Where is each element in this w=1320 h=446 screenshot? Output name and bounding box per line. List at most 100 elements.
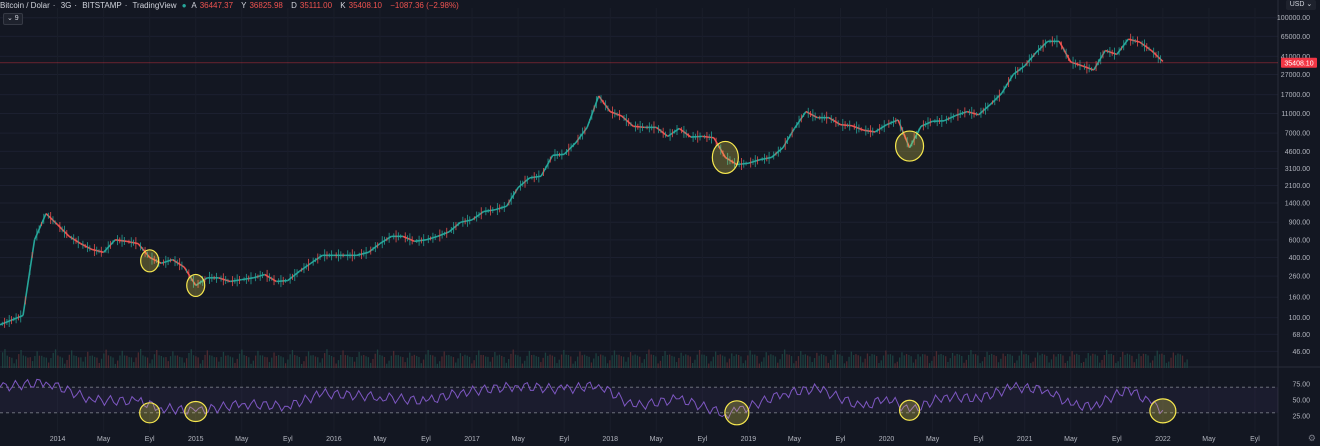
x-tick-label: Eyl [145, 436, 155, 443]
volume-bar [908, 354, 910, 368]
volume-bar [1094, 354, 1096, 368]
volume-bar [1041, 353, 1043, 368]
market-status-dot-icon: ● [181, 1, 187, 10]
volume-bar [1046, 355, 1048, 368]
volume-bar [896, 361, 898, 368]
volume-bar [830, 359, 832, 368]
volume-bar [1177, 353, 1179, 368]
last-price-label: 35408.10 [1284, 60, 1313, 67]
volume-bar [551, 355, 553, 368]
volume-bar [804, 354, 806, 368]
settings-gear-icon[interactable]: ⚙ [1307, 433, 1316, 443]
volume-bar [1030, 363, 1032, 368]
volume-bar [565, 354, 567, 368]
volume-bar [6, 355, 8, 368]
volume-bar [307, 351, 310, 368]
price-segment [633, 125, 645, 129]
volume-bar [50, 358, 52, 368]
rsi-highlight-ellipse [184, 400, 208, 423]
volume-bar [682, 355, 685, 368]
y-tick-label: 11000.00 [1281, 111, 1310, 118]
volume-bar [869, 356, 871, 368]
volume-bar [257, 350, 259, 368]
volume-bar [512, 349, 514, 368]
time-axis[interactable]: 2014 May Eyl 2015 May Eyl 2016 May Eyl 2017 May Eyl… [50, 436, 1260, 443]
currency-selector[interactable]: USD ⌄ [1286, 0, 1316, 10]
volume-bar [181, 357, 183, 368]
volume-bar [374, 353, 376, 368]
volume-bar [1161, 353, 1163, 368]
volume-bar [678, 357, 680, 368]
volume-bar [912, 362, 915, 368]
volume-bar [834, 350, 836, 368]
volume-bar [1000, 358, 1002, 368]
volume-bar [243, 355, 245, 368]
ohlc-close: K 35408.10 [340, 1, 383, 10]
volume-bar [395, 355, 397, 368]
volume-bar [1101, 359, 1103, 368]
price-segment [759, 156, 772, 161]
volume-bar [1073, 354, 1076, 368]
volume-bar [639, 356, 641, 368]
volume-bar [526, 355, 528, 368]
volume-bar [310, 355, 312, 368]
volume-bar [314, 356, 317, 368]
volume-bar [848, 356, 850, 368]
volume-bar [634, 354, 636, 368]
volume-bar [211, 355, 213, 368]
volume-bar [445, 355, 448, 368]
indicators-toggle-button[interactable]: ⌄ 9 [3, 13, 23, 25]
volume-bar [82, 361, 84, 368]
symbol-name[interactable]: Bitcoin / Dolar [0, 1, 50, 10]
rsi-highlight-ellipse [898, 399, 921, 421]
volume-bar [153, 354, 156, 368]
x-tick-label: 2018 [602, 436, 618, 443]
volume-bar [1115, 362, 1117, 368]
volume-bar [549, 354, 551, 368]
volume-bar [411, 355, 413, 368]
volume-bar [1168, 361, 1170, 368]
rsi-highlight-ellipse [1149, 398, 1177, 424]
x-tick-label: May [926, 436, 940, 443]
price-segment [736, 162, 749, 166]
volume-bar [1018, 355, 1020, 368]
price-segment [230, 278, 242, 283]
price-segment [218, 277, 231, 283]
volume-bar [73, 355, 75, 368]
price-segment [598, 95, 611, 113]
volume-bar [347, 355, 349, 368]
volume-bar [52, 352, 54, 368]
price-segment [793, 111, 807, 129]
price-axis[interactable]: 100000.00 65000.00 41000.00 27000.00 17000.0… [1277, 15, 1317, 356]
volume-bar [503, 356, 505, 368]
price-segment [1105, 49, 1118, 56]
volume-bar [66, 359, 68, 368]
rsi-pane [0, 378, 1278, 420]
volume-bar [75, 356, 77, 368]
volume-bar [1181, 355, 1184, 368]
volume-bar [613, 350, 616, 368]
volume-bar [498, 354, 501, 368]
volume-bar [422, 359, 425, 368]
volume-bar [770, 354, 772, 368]
price-segment [828, 116, 841, 126]
volume-bar [813, 358, 816, 368]
price-segment [1000, 74, 1014, 94]
rsi-axis[interactable]: 75.00 50.00 25.00 [1292, 382, 1310, 421]
volume-bar [510, 353, 512, 368]
price-series [0, 33, 1278, 328]
volume-bar [1078, 354, 1080, 368]
volume-bar [1080, 362, 1082, 368]
volume-bar [620, 356, 622, 368]
interval-label[interactable]: 3G [60, 1, 72, 10]
volume-bar [301, 363, 303, 368]
volume-bar [197, 357, 199, 368]
y-tick-label: 100.00 [1289, 315, 1311, 322]
volume-bar [922, 354, 924, 368]
volume-bar [1062, 355, 1064, 368]
volume-bar [574, 361, 576, 368]
y-tick-label: 41000.00 [1281, 54, 1310, 61]
volume-bar [172, 351, 174, 368]
volume-bar [945, 356, 947, 368]
